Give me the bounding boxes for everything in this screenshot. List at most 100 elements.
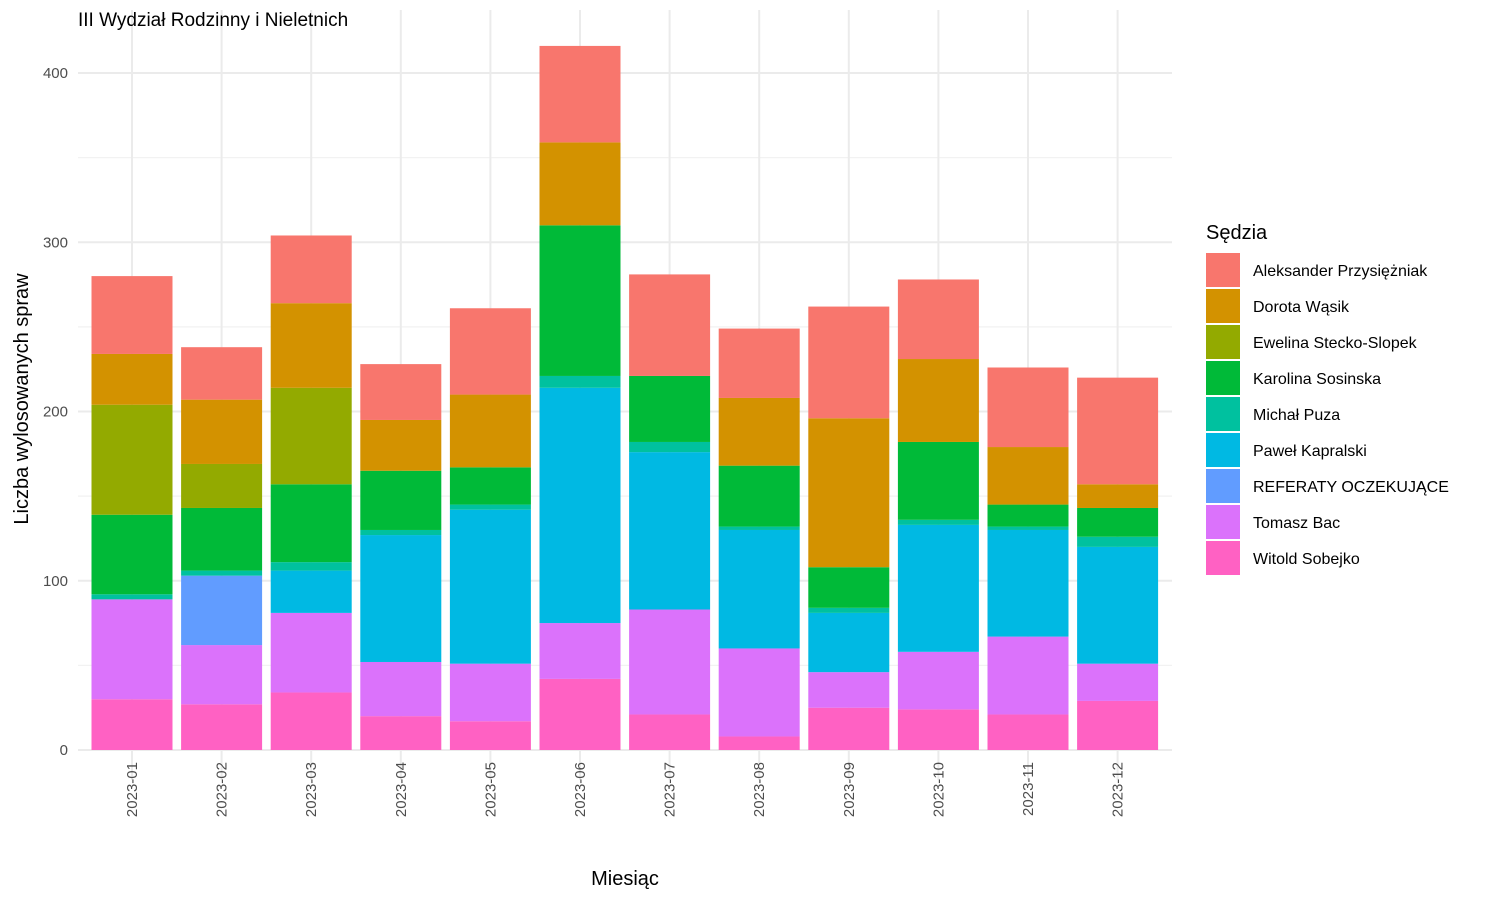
legend-items: Aleksander Przysiężniak Dorota Wąsik Eweli…: [1206, 253, 1449, 575]
bar-segment: [449, 509, 531, 664]
legend-item: Aleksander Przysiężniak: [1206, 253, 1428, 287]
bar-segment: [629, 452, 711, 610]
x-tick-label: 2023-03: [303, 762, 320, 817]
bar-segment: [181, 645, 263, 705]
bar-segment: [808, 306, 890, 419]
bar-stack-2023-04: [360, 364, 442, 750]
legend-swatch: [1206, 253, 1240, 287]
y-tick-label: 100: [43, 573, 68, 590]
bar-segment: [181, 399, 263, 464]
bar-segment: [181, 463, 263, 508]
legend-item: Dorota Wąsik: [1206, 289, 1350, 323]
bar-segment: [91, 514, 173, 595]
bar-segment: [808, 567, 890, 608]
legend-item: Michał Puza: [1206, 397, 1340, 431]
legend-swatch: [1206, 469, 1240, 503]
bar-segment: [449, 721, 531, 750]
bar-segment: [539, 678, 621, 750]
bar-stack-2023-05: [449, 308, 531, 750]
bar-segment: [91, 699, 173, 750]
bar-segment: [91, 599, 173, 700]
bar-segment: [987, 636, 1069, 715]
y-axis-ticks: 0 100 200 300 400: [43, 65, 68, 759]
bar-segment: [897, 279, 979, 360]
x-tick-label: 2023-09: [841, 762, 858, 817]
bar-segment: [360, 470, 442, 530]
x-tick-label: 2023-08: [751, 762, 768, 817]
legend-swatch: [1206, 505, 1240, 539]
bar-segment: [987, 529, 1069, 637]
x-tick-label: 2023-04: [393, 762, 410, 817]
x-tick-label: 2023-02: [214, 762, 231, 817]
legend-item: Tomasz Bac: [1206, 505, 1340, 539]
bar-segment: [360, 661, 442, 717]
legend-swatch: [1206, 433, 1240, 467]
bar-segment: [1077, 377, 1159, 485]
legend-item: REFERATY OCZEKUJĄCE: [1206, 469, 1449, 503]
legend-swatch: [1206, 361, 1240, 395]
bar-segment: [987, 447, 1069, 505]
bar-segment: [987, 367, 1069, 448]
bar-segment: [897, 524, 979, 652]
x-tick-label: 2023-11: [1020, 762, 1037, 816]
legend: Sędzia Aleksander Przysiężniak Dorota Wąs…: [1206, 222, 1449, 575]
bar-stack-2023-10: [897, 279, 979, 750]
y-axis-title: Liczba wylosowanych spraw: [11, 273, 33, 525]
bar-segment: [987, 504, 1069, 527]
legend-label: REFERATY OCZEKUJĄCE: [1253, 479, 1449, 496]
bar-segment: [629, 441, 711, 453]
legend-label: Paweł Kapralski: [1253, 443, 1367, 460]
legend-label: Ewelina Stecko-Slopek: [1253, 335, 1418, 352]
bar-segment: [91, 404, 173, 515]
bar-segment: [449, 394, 531, 468]
bar-segment: [629, 609, 711, 715]
bar-segment: [181, 704, 263, 750]
bar-segment: [808, 612, 890, 673]
bars: [91, 45, 1159, 750]
x-tick-label: 2023-01: [124, 762, 141, 817]
bar-segment: [808, 672, 890, 708]
bar-segment: [91, 276, 173, 354]
bar-stack-2023-07: [629, 274, 711, 750]
legend-swatch: [1206, 541, 1240, 575]
bar-stack-2023-03: [270, 235, 352, 750]
legend-label: Aleksander Przysiężniak: [1253, 263, 1428, 280]
bar-segment: [718, 648, 800, 737]
bar-segment: [808, 607, 890, 613]
bar-segment: [270, 387, 352, 485]
bar-segment: [1077, 700, 1159, 750]
bar-stack-2023-12: [1077, 377, 1159, 750]
x-tick-label: 2023-12: [1110, 762, 1127, 817]
bar-stack-2023-06: [539, 45, 621, 750]
bar-segment: [718, 736, 800, 750]
legend-item: Ewelina Stecko-Slopek: [1206, 325, 1418, 359]
bar-segment: [360, 364, 442, 420]
bar-segment: [539, 623, 621, 679]
bar-segment: [1077, 546, 1159, 664]
legend-label: Tomasz Bac: [1253, 515, 1340, 532]
bar-segment: [539, 375, 621, 388]
bar-segment: [539, 225, 621, 376]
legend-label: Michał Puza: [1253, 407, 1340, 424]
x-tick-label: 2023-10: [930, 762, 947, 817]
x-tick-label: 2023-06: [572, 762, 589, 817]
bar-segment: [449, 663, 531, 722]
bar-segment: [1077, 507, 1159, 537]
bar-segment: [270, 303, 352, 388]
legend-label: Witold Sobejko: [1253, 551, 1360, 568]
bar-stack-2023-01: [91, 276, 173, 750]
bar-segment: [897, 651, 979, 710]
bar-segment: [987, 526, 1069, 530]
legend-swatch: [1206, 397, 1240, 431]
bar-segment: [91, 594, 173, 600]
bar-segment: [897, 441, 979, 520]
legend-swatch: [1206, 325, 1240, 359]
bar-segment: [629, 714, 711, 750]
bar-segment: [1077, 663, 1159, 701]
bar-segment: [1077, 484, 1159, 508]
legend-item: Witold Sobejko: [1206, 541, 1360, 575]
bar-segment: [718, 526, 800, 530]
bar-segment: [360, 535, 442, 662]
